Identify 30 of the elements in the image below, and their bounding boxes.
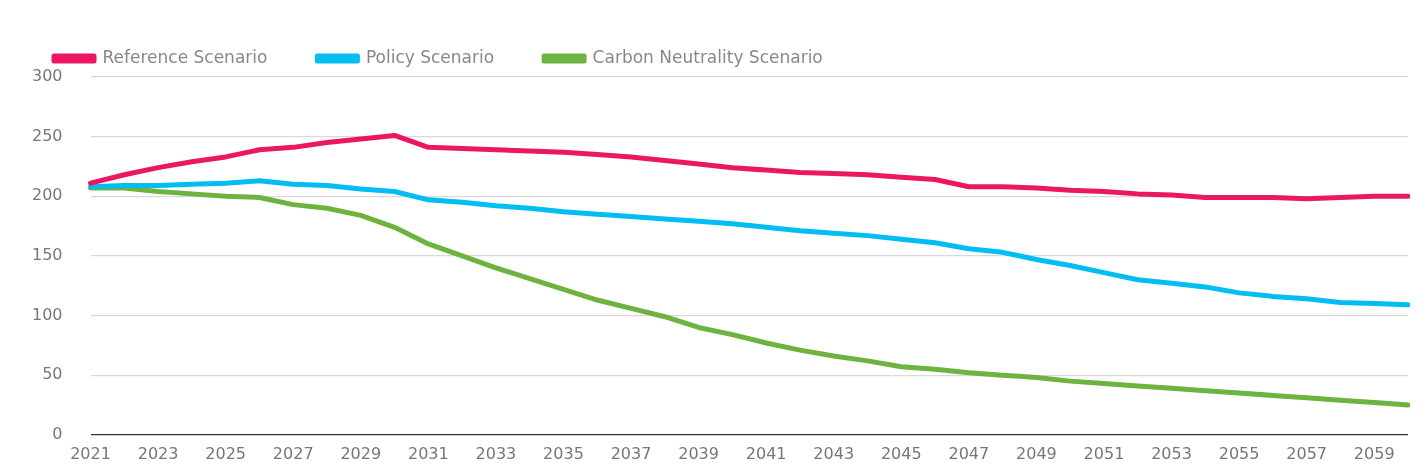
- y-tick-label: 300: [31, 66, 63, 86]
- x-tick-label: 2041: [745, 443, 787, 463]
- y-tick-label: 200: [31, 185, 63, 205]
- y-tick-label: 100: [31, 304, 63, 324]
- x-tick-label: 2029: [340, 443, 382, 463]
- x-tick-label: 2037: [610, 443, 652, 463]
- x-tick-label: 2053: [1151, 443, 1192, 463]
- y-tick-label: 250: [31, 125, 63, 145]
- x-tick-label: 2051: [1083, 443, 1125, 463]
- x-tick-label: 2049: [1016, 443, 1057, 463]
- x-tick-label: 2027: [272, 443, 314, 463]
- x-tick-label: 2023: [137, 443, 179, 463]
- x-tick-label: 2021: [70, 443, 111, 463]
- x-tick-label: 2055: [1218, 443, 1260, 463]
- legend-label: Policy Scenario: [365, 46, 495, 67]
- y-tick-label: 50: [42, 364, 63, 384]
- y-tick-label: 150: [31, 245, 63, 265]
- legend-label: Reference Scenario: [102, 46, 268, 67]
- x-tick-label: 2057: [1286, 443, 1328, 463]
- x-tick-label: 2059: [1353, 443, 1395, 463]
- x-tick-label: 2035: [543, 443, 584, 463]
- x-tick-label: 2033: [475, 443, 517, 463]
- x-tick-label: 2025: [205, 443, 247, 463]
- legend-label: Carbon Neutrality Scenario: [592, 46, 823, 67]
- x-tick-label: 2045: [880, 443, 922, 463]
- y-tick-label: 0: [52, 423, 63, 443]
- x-tick-label: 2039: [678, 443, 719, 463]
- x-tick-label: 2047: [948, 443, 990, 463]
- x-tick-label: 2031: [407, 443, 449, 463]
- x-tick-label: 2043: [813, 443, 855, 463]
